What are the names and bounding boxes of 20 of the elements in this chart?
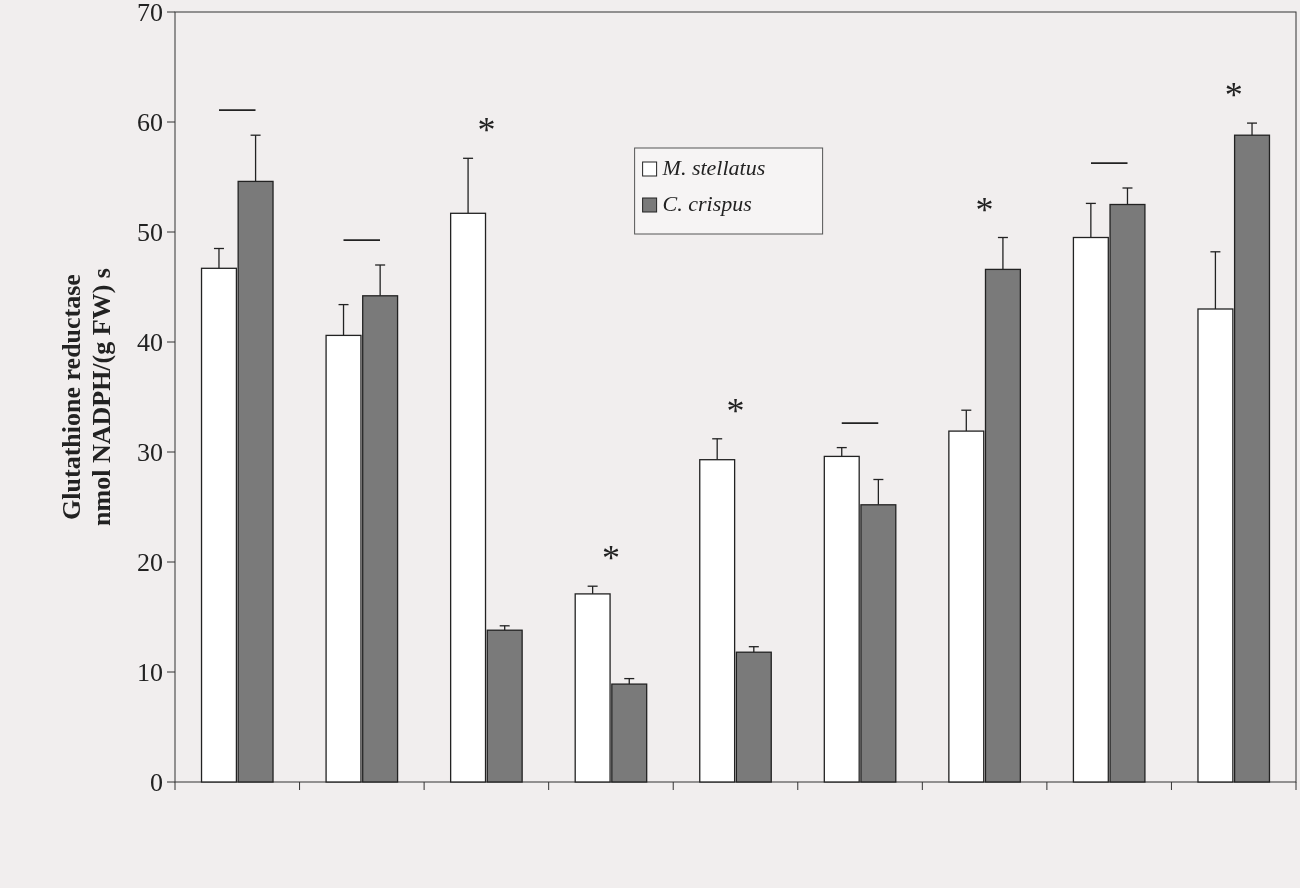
annotation: *	[601, 538, 620, 579]
annotation: *	[726, 390, 745, 431]
legend-label: C. crispus	[662, 191, 752, 216]
annotation: —	[218, 87, 257, 128]
annotation: *	[975, 189, 994, 230]
y-tick-label: 50	[137, 218, 163, 248]
y-tick-label: 20	[137, 548, 163, 578]
y-axis-title: Glutathione reductase nmol NADPH/(g FW) s	[57, 268, 116, 526]
y-tick-label: 70	[137, 0, 163, 28]
y-tick-label: 0	[150, 768, 163, 798]
annotation: *	[477, 110, 496, 151]
y-tick-label: 40	[137, 328, 163, 358]
annotation: —	[841, 399, 880, 440]
legend-label: M. stellatus	[661, 155, 766, 180]
y-tick-label: 30	[137, 438, 163, 468]
y-tick-label: 60	[137, 108, 163, 138]
y-tick-label: 10	[137, 658, 163, 688]
annotation: —	[1090, 140, 1129, 180]
annotation: —	[342, 217, 381, 257]
annotation: *	[1224, 75, 1243, 116]
